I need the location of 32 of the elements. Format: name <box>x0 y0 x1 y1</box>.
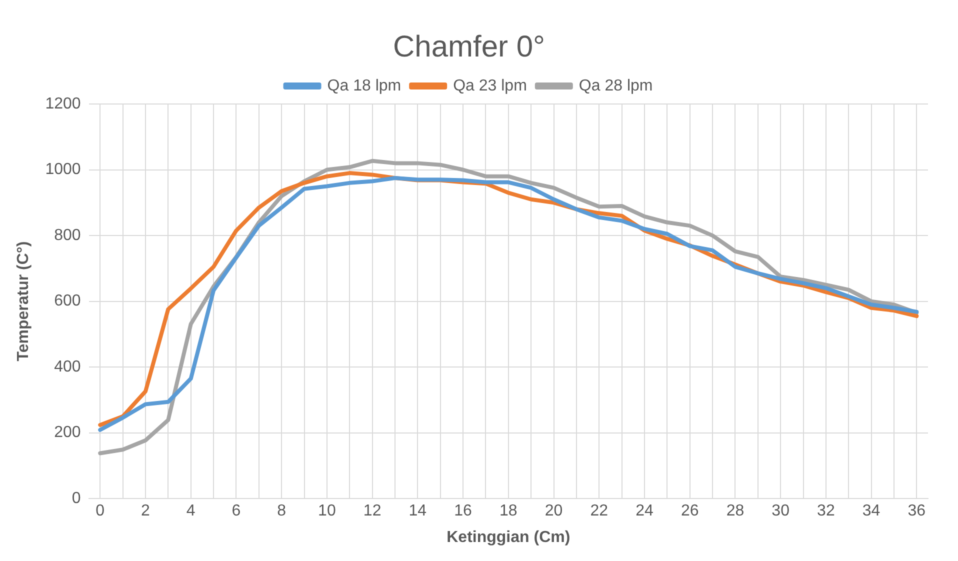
x-tick-label: 28 <box>726 502 744 520</box>
x-tick-label: 30 <box>772 502 790 520</box>
y-axis-title: Temperatur (C°) <box>15 241 32 362</box>
x-tick-label: 12 <box>363 502 382 520</box>
x-tick-label: 20 <box>544 502 563 520</box>
x-tick-label: 22 <box>590 502 608 520</box>
x-tick-label: 36 <box>908 502 926 520</box>
x-tick-label: 18 <box>500 502 518 520</box>
x-tick-label: 14 <box>408 502 427 520</box>
legend-label: Qa 18 lpm <box>327 77 402 94</box>
x-tick-label: 2 <box>141 502 150 520</box>
x-tick-label: 6 <box>232 502 241 520</box>
y-tick-label: 800 <box>54 226 81 244</box>
x-tick-label: 16 <box>454 502 472 520</box>
x-tick-label: 34 <box>862 502 880 520</box>
x-tick-label: 10 <box>318 502 336 520</box>
y-tick-label: 600 <box>54 292 81 310</box>
x-tick-label: 0 <box>96 502 105 520</box>
y-tick-label: 200 <box>54 424 81 442</box>
y-tick-label: 1200 <box>45 95 81 112</box>
y-tick-label: 400 <box>54 358 81 376</box>
x-tick-label: 32 <box>817 502 835 520</box>
x-tick-label: 24 <box>636 502 654 520</box>
x-tick-label: 26 <box>680 502 699 520</box>
y-tick-label: 1000 <box>45 161 81 178</box>
legend-label: Qa 23 lpm <box>453 77 527 94</box>
x-tick-label: 8 <box>277 502 286 520</box>
y-tick-label: 0 <box>72 490 81 508</box>
chart-title: Chamfer 0° <box>392 30 546 64</box>
x-axis-title: Ketinggian (Cm) <box>446 528 570 546</box>
x-tick-label: 4 <box>186 502 196 520</box>
legend-label: Qa 28 lpm <box>578 77 653 94</box>
